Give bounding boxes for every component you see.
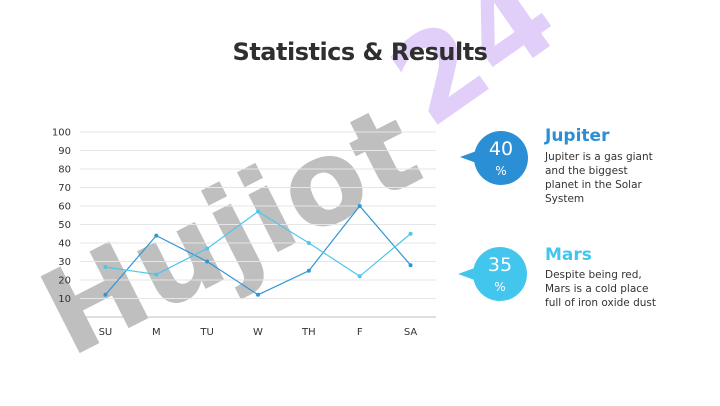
mars-percent-unit: %: [494, 280, 506, 294]
y-tick-label: 60: [58, 202, 71, 213]
x-tick-label: W: [253, 327, 263, 338]
jupiter-desc-line: planet in the Solar: [545, 179, 642, 191]
data-point: [154, 233, 159, 238]
x-tick-label: TU: [199, 327, 213, 338]
x-tick-label: M: [152, 327, 161, 338]
jupiter-percent-unit: %: [495, 164, 507, 178]
data-point: [306, 268, 311, 273]
jupiter-description: Jupiter is a gas giant and the biggest p…: [545, 150, 705, 206]
series-line: [104, 205, 412, 296]
mars-desc-line: Despite being red,: [545, 269, 642, 281]
jupiter-desc-line: Jupiter is a gas giant: [545, 151, 653, 163]
y-tick-label: 70: [58, 183, 71, 194]
y-tick-label: 100: [52, 128, 71, 139]
data-point: [256, 209, 260, 214]
speech-bubble-icon: 40 %: [474, 131, 528, 185]
mars-percent-value: 35: [487, 254, 513, 276]
mars-description: Despite being red, Mars is a cold place …: [545, 268, 705, 310]
y-tick-label: 40: [58, 239, 71, 250]
jupiter-title: Jupiter: [545, 126, 610, 146]
speech-bubble-icon: 35 %: [473, 247, 527, 301]
y-tick-label: 30: [58, 257, 71, 268]
jupiter-percent-value: 40: [488, 138, 514, 160]
line-chart: 100 90 80 70 60 50 40 30 20 10 SU M TU W TH F SA: [52, 128, 436, 338]
data-point: [103, 292, 108, 297]
y-tick-label: 10: [58, 294, 71, 305]
data-point: [205, 259, 210, 264]
jupiter-desc-line: System: [545, 193, 585, 205]
mars-title: Mars: [545, 245, 592, 265]
y-tick-label: 20: [58, 276, 71, 287]
data-point: [103, 265, 108, 270]
mars-desc-line: full of iron oxide dust: [545, 297, 657, 309]
data-point: [357, 274, 362, 279]
jupiter-desc-line: and the biggest: [545, 165, 628, 177]
x-tick-label: F: [357, 327, 363, 338]
mars-desc-line: Mars is a cold place: [545, 283, 649, 295]
data-point: [306, 241, 311, 245]
data-point: [408, 263, 413, 268]
page-title: Statistics & Results: [232, 38, 488, 66]
x-tick-label: TH: [301, 327, 316, 338]
x-tick-label: SA: [404, 327, 418, 338]
y-tick-label: 90: [58, 146, 71, 157]
data-point: [256, 292, 260, 297]
data-point: [154, 272, 159, 277]
y-tick-label: 80: [58, 165, 71, 176]
data-point: [205, 246, 210, 251]
y-tick-label: 50: [58, 220, 71, 231]
data-point: [408, 231, 413, 236]
x-tick-label: SU: [99, 327, 113, 338]
series-line: [105, 210, 411, 278]
data-point: [357, 204, 362, 208]
